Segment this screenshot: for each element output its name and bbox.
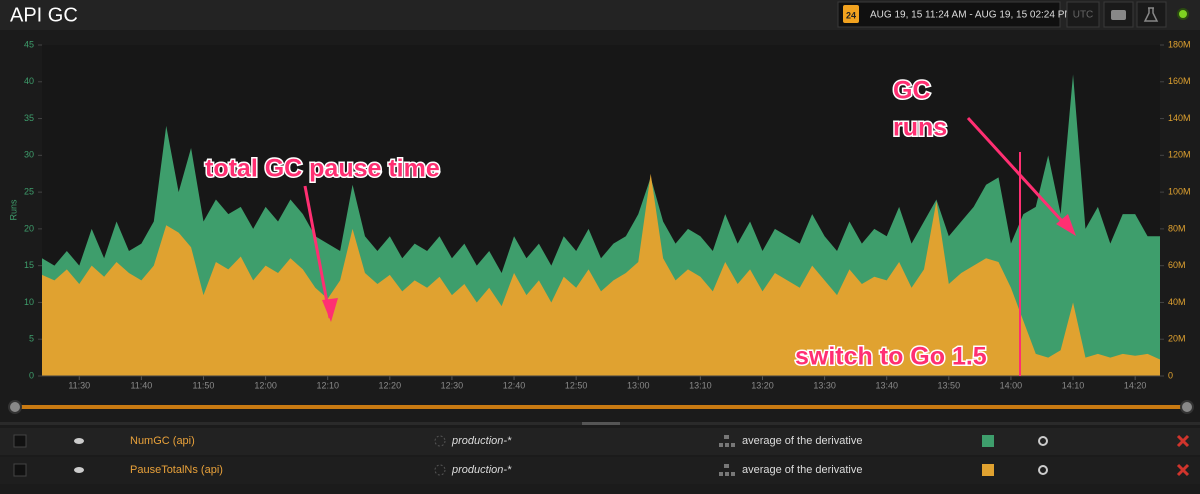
y-tick-label: 40 — [24, 76, 34, 86]
x-tick-label: 12:10 — [316, 380, 339, 390]
time-slider[interactable] — [15, 405, 1188, 409]
x-tick-label: 13:20 — [751, 380, 774, 390]
scope-icon — [434, 464, 446, 476]
y2-tick-label: 80M — [1168, 223, 1186, 233]
aggregation[interactable]: average of the derivative — [742, 464, 862, 476]
arrowhead — [322, 298, 338, 322]
utc-button[interactable] — [1066, 1, 1100, 28]
y-tick-label: 15 — [24, 260, 34, 270]
x-tick-label: 13:30 — [813, 380, 836, 390]
x-tick-label: 13:00 — [627, 380, 650, 390]
area-series — [42, 173, 1160, 376]
page-title: API GC — [10, 4, 78, 26]
slider-handle[interactable] — [8, 400, 22, 414]
aggregation-icon — [719, 435, 735, 447]
scope[interactable]: production-* — [451, 435, 512, 447]
x-tick-label: 14:20 — [1124, 380, 1147, 390]
date-picker[interactable] — [837, 1, 1061, 28]
x-tick-label: 13:10 — [689, 380, 712, 390]
y2-tick-label: 40M — [1168, 297, 1186, 307]
x-tick-label: 12:30 — [441, 380, 464, 390]
annotation: total GC pause time — [205, 155, 440, 183]
y-tick-label: 25 — [24, 186, 34, 196]
x-tick-label: 14:10 — [1062, 380, 1085, 390]
aggregation-icon — [719, 464, 735, 476]
x-tick-label: 11:40 — [130, 380, 152, 390]
lab-button[interactable] — [1136, 1, 1167, 28]
calendar-day: 24 — [846, 10, 856, 20]
settings-icon[interactable] — [1038, 465, 1048, 475]
y2-tick-label: 0 — [1168, 370, 1173, 380]
y-tick-label: 30 — [24, 150, 34, 160]
visibility-toggle[interactable] — [74, 467, 84, 473]
y2-tick-label: 180M — [1168, 39, 1191, 49]
metric-name[interactable]: PauseTotalNs (api) — [130, 464, 223, 476]
x-tick-label: 14:00 — [1000, 380, 1023, 390]
x-tick-label: 12:40 — [503, 380, 526, 390]
x-tick-label: 11:30 — [68, 380, 90, 390]
slider-handle[interactable] — [1180, 400, 1194, 414]
y2-tick-label: 60M — [1168, 260, 1186, 270]
x-tick-label: 13:40 — [875, 380, 898, 390]
y-tick-label: 45 — [24, 39, 34, 49]
y-tick-label: 20 — [24, 223, 34, 233]
x-tick-label: 12:00 — [254, 380, 277, 390]
x-tick-label: 12:50 — [565, 380, 588, 390]
settings-icon[interactable] — [1038, 436, 1048, 446]
resize-grip[interactable] — [582, 422, 620, 425]
x-tick-label: 12:20 — [379, 380, 402, 390]
y2-tick-label: 120M — [1168, 150, 1191, 160]
arrow — [303, 185, 332, 319]
color-swatch[interactable] — [982, 464, 994, 476]
y2-tick-label: 100M — [1168, 186, 1191, 196]
checkbox[interactable] — [13, 434, 27, 448]
y2-tick-label: 20M — [1168, 334, 1186, 344]
aggregation[interactable]: average of the derivative — [742, 435, 862, 447]
scope[interactable]: production-* — [451, 464, 512, 476]
x-tick-label: 13:50 — [938, 380, 961, 390]
remove-icon[interactable] — [1176, 463, 1190, 477]
scope-icon — [434, 435, 446, 447]
visibility-toggle[interactable] — [74, 438, 84, 444]
date-range: AUG 19, 15 11:24 AM - AUG 19, 15 02:24 P… — [870, 10, 1073, 21]
flask-icon — [1143, 7, 1159, 22]
y-tick-label: 0 — [29, 370, 34, 380]
y-tick-label: 5 — [29, 334, 34, 344]
arrow — [966, 116, 1074, 234]
status-light — [1177, 8, 1189, 20]
y2-tick-label: 140M — [1168, 113, 1191, 123]
remove-icon[interactable] — [1176, 434, 1190, 448]
annotation: switch to Go 1.5 — [795, 343, 987, 371]
annotation: GC — [893, 77, 931, 105]
calendar-icon — [843, 5, 859, 23]
arrowhead — [1056, 214, 1076, 236]
legend-row — [0, 457, 1200, 484]
y-tick-label: 10 — [24, 297, 34, 307]
camera-icon — [1111, 10, 1126, 20]
metric-name[interactable]: NumGC (api) — [130, 435, 195, 447]
y2-tick-label: 160M — [1168, 76, 1191, 86]
checkbox[interactable] — [13, 463, 27, 477]
y-tick-label: 35 — [24, 113, 34, 123]
y-axis-label: Runs — [8, 199, 18, 221]
annotation: runs — [893, 114, 947, 142]
color-swatch[interactable] — [982, 435, 994, 447]
utc-label: UTC — [1073, 10, 1094, 21]
x-tick-label: 11:50 — [193, 380, 215, 390]
legend-row — [0, 428, 1200, 455]
